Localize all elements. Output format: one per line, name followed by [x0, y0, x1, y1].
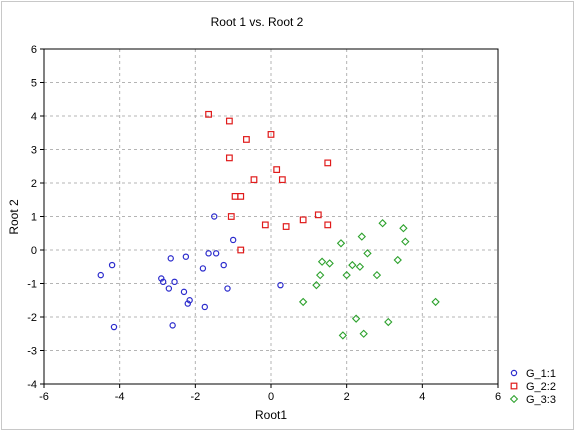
data-points [97, 110, 440, 340]
legend-marker [509, 394, 519, 404]
data-point [278, 176, 286, 184]
series-2-points [205, 110, 332, 254]
data-point [158, 275, 165, 282]
data-point [378, 219, 387, 228]
series-1-points [97, 213, 284, 331]
data-point [314, 211, 322, 219]
data-point [393, 255, 402, 265]
data-point [186, 297, 193, 304]
x-tick-label: 6 [495, 391, 501, 403]
data-point [324, 221, 332, 229]
data-point [184, 300, 191, 307]
data-point [298, 297, 308, 307]
data-point [401, 237, 410, 246]
data-point [363, 249, 372, 258]
data-point [165, 285, 173, 292]
data-point [338, 331, 348, 340]
data-point [225, 154, 233, 162]
x-axis-title: Root1 [255, 408, 287, 422]
data-point [312, 280, 321, 290]
x-tick-label: 2 [344, 391, 350, 403]
data-point [372, 270, 382, 280]
data-point [237, 246, 245, 254]
data-point [231, 193, 239, 200]
data-point [201, 303, 208, 311]
data-point [357, 232, 366, 241]
data-point [171, 278, 178, 286]
data-point [159, 278, 167, 286]
legend-label: G_3:3 [526, 394, 556, 406]
data-point [316, 270, 325, 280]
data-point [182, 253, 190, 260]
y-tick-label: 2 [31, 178, 37, 190]
grid-lines [44, 49, 498, 384]
y-axis-title: Root 2 [7, 199, 21, 235]
data-point [277, 281, 284, 289]
data-point [250, 176, 258, 184]
y-tick-label: -1 [27, 279, 37, 291]
data-point [169, 322, 176, 329]
data-point [211, 213, 218, 220]
data-point [342, 270, 351, 280]
series-3-points [298, 219, 440, 340]
data-point [348, 260, 357, 270]
y-tick-label: 0 [31, 245, 37, 257]
data-point [282, 223, 290, 230]
data-point [108, 261, 116, 269]
data-point [237, 193, 245, 200]
data-point [399, 224, 408, 233]
data-point [225, 117, 233, 125]
data-point [205, 110, 212, 118]
legend-label: G_1:1 [526, 368, 556, 380]
data-point [299, 216, 307, 224]
data-point [273, 166, 281, 174]
data-point [431, 297, 440, 307]
data-point [384, 317, 393, 327]
data-point [227, 213, 235, 220]
y-tick-label: 3 [31, 145, 37, 157]
y-tick-label: 5 [31, 78, 37, 90]
data-point [355, 262, 365, 271]
x-tick-label: -2 [190, 391, 200, 403]
data-point [325, 259, 334, 268]
legend-marker [510, 369, 518, 377]
data-point [261, 221, 269, 229]
data-point [205, 250, 212, 257]
data-point [212, 250, 220, 257]
legend-label: G_2:2 [526, 381, 556, 393]
data-point [220, 261, 227, 269]
x-tick-label: 4 [419, 391, 425, 403]
data-point [167, 255, 174, 262]
data-point [180, 288, 188, 296]
data-point [324, 159, 332, 167]
data-point [224, 285, 231, 292]
y-tick-label: 1 [31, 212, 37, 224]
data-point [110, 323, 118, 331]
data-point [351, 314, 361, 323]
data-point [317, 257, 327, 266]
data-point [267, 131, 275, 138]
legend: G_1:1G_2:2G_3:3 [509, 368, 556, 406]
y-tick-label: 6 [31, 44, 37, 56]
data-point [199, 265, 207, 272]
y-tick-label: -2 [27, 312, 37, 324]
data-point [243, 136, 250, 143]
y-tick-label: -3 [27, 346, 37, 358]
data-point [359, 329, 368, 338]
data-point [336, 239, 346, 248]
x-tick-label: -6 [39, 391, 49, 403]
legend-marker [510, 382, 518, 390]
data-point [97, 271, 104, 279]
x-tick-label: -4 [115, 391, 125, 403]
data-point [229, 236, 237, 244]
plot-area-border [43, 48, 499, 385]
x-tick-label: 0 [268, 391, 274, 403]
y-tick-label: -4 [27, 379, 37, 391]
y-tick-label: 4 [31, 111, 37, 123]
chart-title: Root 1 vs. Root 2 [211, 15, 304, 29]
